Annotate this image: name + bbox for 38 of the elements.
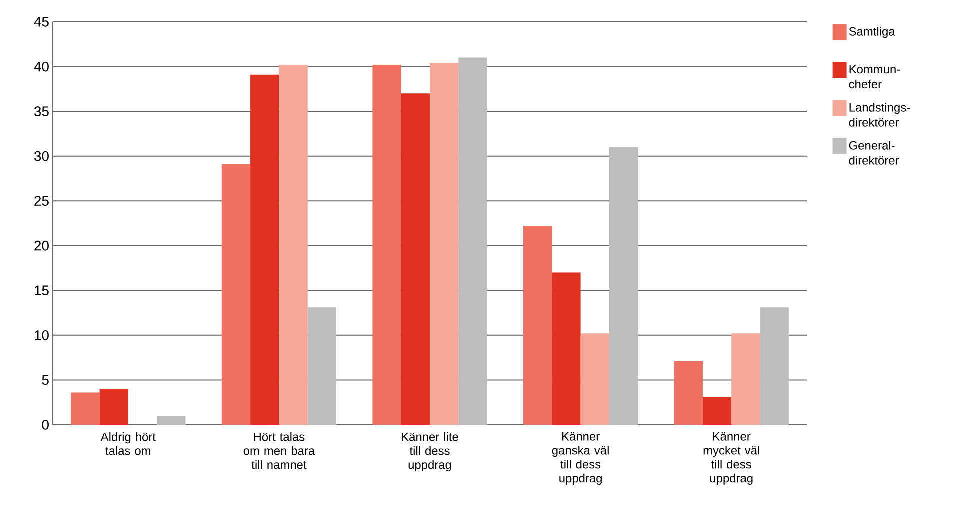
bar: [222, 164, 251, 425]
x-tick-label: Känner ganska väl till dess uppdrag: [552, 432, 609, 486]
bar: [430, 63, 459, 425]
x-tick-label: Aldrig hört talas om: [100, 432, 156, 456]
x-tick-label: Känner mycket väl till dess uppdrag: [704, 432, 760, 486]
y-tick-label: 20: [34, 240, 49, 251]
bar: [524, 226, 552, 425]
y-tick-label: 45: [34, 17, 49, 27]
bar: [580, 334, 610, 425]
bar: [250, 74, 280, 425]
bar: [401, 94, 430, 425]
bar: [674, 361, 703, 425]
x-tick-label: Hört talas om men bara till namnet: [244, 432, 316, 470]
bar: [609, 147, 638, 425]
y-tick-label: 30: [34, 151, 49, 162]
bar: [279, 64, 308, 425]
bar: [71, 392, 100, 425]
y-tick-label: 5: [42, 375, 49, 386]
bar: [760, 308, 789, 425]
y-tick-label: 10: [35, 330, 49, 340]
y-tick-label: 15: [35, 286, 49, 296]
y-tick-label: 40: [34, 62, 49, 72]
x-tick-label: Känner lite till dess uppdrag: [402, 432, 458, 472]
y-tick-label: 0: [42, 420, 49, 430]
bar: [732, 334, 760, 425]
bar: [552, 272, 581, 425]
y-tick-label: 35: [34, 106, 49, 116]
bar: [702, 397, 732, 425]
bar: [458, 58, 488, 425]
bar: [308, 308, 337, 425]
legend-label: Samtliga: [849, 27, 896, 38]
y-tick-label: 25: [34, 196, 49, 206]
legend-label: Kommun-chefer: [849, 65, 900, 89]
bar: [372, 64, 402, 425]
bar: [157, 416, 186, 425]
legend-label: Landstings-direktörer: [849, 103, 910, 127]
bar: [100, 389, 128, 425]
legend-label: General-direktörer: [849, 141, 900, 165]
